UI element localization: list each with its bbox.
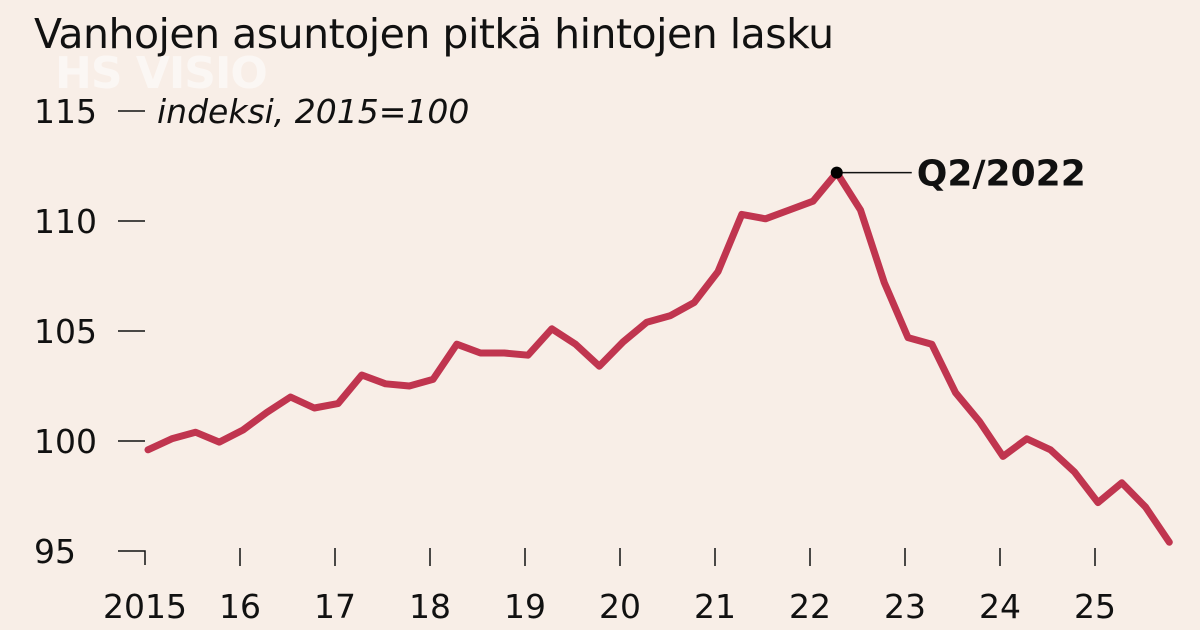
x-tick-label: 20 — [599, 587, 641, 626]
y-axis: 115 110 105 100 95 — [34, 92, 146, 571]
x-tick-label: 2015 — [103, 587, 187, 626]
x-tick-label: 25 — [1074, 587, 1116, 626]
x-tick-label: 19 — [504, 587, 546, 626]
data-points — [148, 173, 1169, 543]
y-tick-label: 115 — [34, 92, 97, 131]
chart-title: Vanhojen asuntojen pitkä hintojen lasku — [34, 10, 834, 58]
x-tick-label: 17 — [314, 587, 356, 626]
y-tick-label: 100 — [34, 422, 97, 461]
peak-annotation: Q2/2022 — [830, 154, 1086, 195]
x-tick-label: 21 — [694, 587, 736, 626]
series-line — [144, 169, 1173, 546]
hs-visio-logo: HS VISIO — [55, 48, 268, 99]
peak-marker — [830, 166, 843, 179]
y-tick-label: 110 — [34, 202, 97, 241]
x-tick-label: 24 — [979, 587, 1021, 626]
x-axis: 2015 16 17 18 19 20 21 22 23 24 25 — [103, 548, 1116, 626]
y-axis-unit-label: indeksi, 2015=100 — [157, 92, 469, 131]
x-tick-label: 18 — [409, 587, 451, 626]
x-tick-label: 23 — [884, 587, 926, 626]
y-tick-label: 95 — [34, 532, 76, 571]
x-tick-label: 16 — [219, 587, 261, 626]
annotation-label: Q2/2022 — [917, 154, 1086, 195]
x-tick-label: 22 — [789, 587, 831, 626]
y-tick-mark — [118, 550, 146, 565]
y-tick-label: 105 — [34, 312, 97, 351]
